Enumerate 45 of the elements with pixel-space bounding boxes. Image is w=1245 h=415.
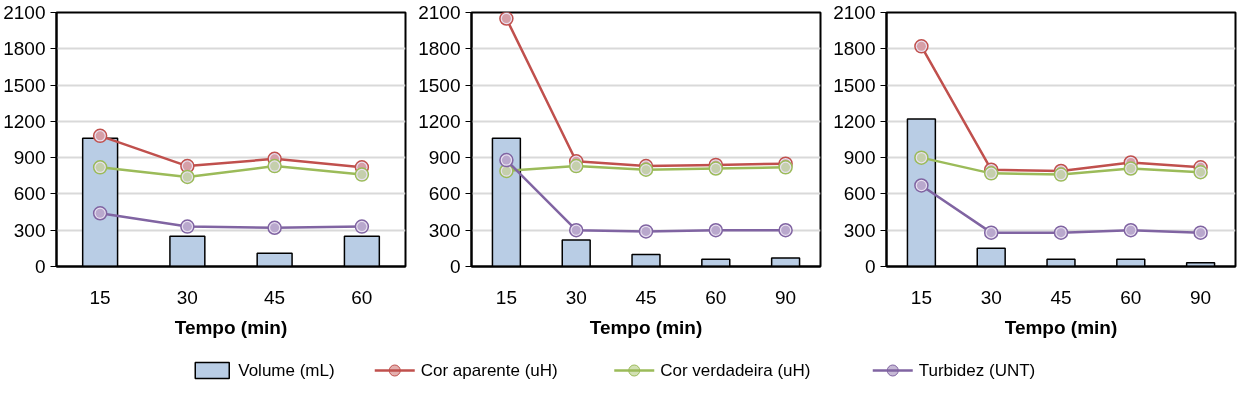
y-tick-label: 900 (428, 147, 461, 169)
y-tick-label: 300 (13, 219, 46, 241)
x-axis-title: Tempo (min) (1004, 316, 1118, 338)
x-tick-label: 90 (775, 286, 797, 308)
x-tick-label: 60 (705, 286, 727, 308)
y-tick-label: 1800 (3, 38, 46, 60)
x-axis-title: Tempo (min) (174, 316, 288, 338)
y-tick-label: 1800 (833, 38, 876, 60)
y-tick-label: 600 (13, 183, 46, 205)
y-tick-label: 900 (13, 147, 46, 169)
y-tick-label: 0 (34, 256, 46, 277)
y-tick-label: 2100 (418, 2, 461, 23)
x-tick-label: 15 (495, 286, 517, 308)
x-tick-label: 45 (635, 286, 657, 308)
y-tick-label: 600 (428, 183, 461, 205)
y-tick-label: 600 (843, 183, 876, 205)
x-tick-label: 30 (565, 286, 587, 308)
y-tick-label: 1500 (418, 74, 461, 96)
x-tick-label: 15 (910, 286, 932, 308)
legend-label: Volume (mL) (238, 361, 335, 380)
x-tick-label: 60 (351, 286, 373, 308)
y-tick-label: 300 (843, 219, 876, 241)
x-tick-label: 30 (176, 286, 198, 308)
y-tick-label: 1800 (418, 38, 461, 60)
legend-label: Cor verdadeira (uH) (660, 361, 811, 380)
y-tick-label: 2100 (3, 2, 46, 23)
x-tick-label: 30 (980, 286, 1002, 308)
legend-label: Turbidez (UNT) (918, 361, 1036, 380)
y-tick-label: 2100 (833, 2, 876, 23)
x-tick-label: 15 (89, 286, 111, 308)
x-tick-label: 60 (1120, 286, 1142, 308)
y-tick-label: 1500 (833, 74, 876, 96)
y-tick-label: 1200 (418, 110, 461, 132)
y-tick-label: 0 (449, 256, 461, 277)
x-tick-label: 45 (264, 286, 286, 308)
legend-label: Cor aparente (uH) (420, 361, 558, 380)
y-tick-label: 1500 (3, 74, 46, 96)
y-tick-label: 900 (843, 147, 876, 169)
y-tick-label: 0 (864, 256, 876, 277)
x-tick-label: 90 (1190, 286, 1212, 308)
y-tick-label: 1200 (833, 110, 876, 132)
x-axis-title: Tempo (min) (589, 316, 703, 338)
x-tick-label: 45 (1050, 286, 1072, 308)
y-tick-label: 1200 (3, 110, 46, 132)
y-tick-label: 300 (428, 219, 461, 241)
